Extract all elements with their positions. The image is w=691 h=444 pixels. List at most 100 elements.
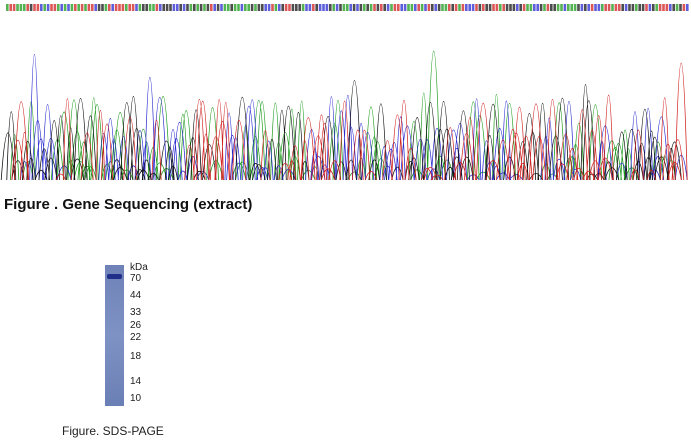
base-call bbox=[366, 4, 369, 11]
base-call bbox=[414, 4, 417, 11]
base-call bbox=[492, 4, 495, 11]
base-call bbox=[519, 4, 522, 11]
base-call bbox=[199, 4, 203, 11]
base-call bbox=[485, 4, 488, 11]
base-call bbox=[522, 4, 526, 11]
chromatogram bbox=[0, 4, 689, 181]
base-call bbox=[516, 4, 519, 11]
base-call bbox=[233, 4, 237, 11]
base-call bbox=[247, 4, 250, 11]
base-call bbox=[240, 4, 244, 11]
base-call bbox=[80, 4, 84, 11]
base-call bbox=[16, 4, 19, 11]
base-call bbox=[607, 4, 611, 11]
base-call bbox=[19, 4, 23, 11]
base-call bbox=[26, 4, 29, 11]
base-call bbox=[172, 4, 176, 11]
base-call bbox=[220, 4, 223, 11]
base-call bbox=[403, 4, 407, 11]
base-call bbox=[284, 4, 288, 11]
base-call bbox=[128, 4, 131, 11]
base-call bbox=[63, 4, 67, 11]
base-call bbox=[274, 4, 278, 11]
base-call bbox=[97, 4, 101, 11]
base-call bbox=[570, 4, 573, 11]
base-call bbox=[213, 4, 216, 11]
base-call bbox=[611, 4, 614, 11]
base-call bbox=[550, 4, 553, 11]
base-call bbox=[312, 4, 315, 11]
base-call bbox=[590, 4, 594, 11]
base-call bbox=[108, 4, 111, 11]
base-call bbox=[206, 4, 210, 11]
base-call bbox=[186, 4, 189, 11]
base-call bbox=[594, 4, 597, 11]
base-call bbox=[298, 4, 301, 11]
marker-label: 14 bbox=[130, 376, 142, 387]
base-call bbox=[230, 4, 233, 11]
base-call bbox=[417, 4, 420, 11]
base-call bbox=[295, 4, 298, 11]
unit-label: kDa bbox=[130, 262, 148, 273]
base-call bbox=[624, 4, 628, 11]
base-call bbox=[560, 4, 563, 11]
sds-caption: Figure. SDS-PAGE bbox=[62, 424, 164, 438]
base-call bbox=[587, 4, 590, 11]
trace bbox=[11, 62, 688, 181]
base-call bbox=[216, 4, 220, 11]
base-call bbox=[46, 4, 50, 11]
base-call bbox=[267, 4, 271, 11]
base-call bbox=[315, 4, 318, 11]
base-call bbox=[628, 4, 631, 11]
base-call bbox=[454, 4, 458, 11]
base-call bbox=[601, 4, 604, 11]
base-call bbox=[308, 4, 312, 11]
base-call bbox=[444, 4, 448, 11]
base-call bbox=[237, 4, 240, 11]
base-call bbox=[427, 4, 431, 11]
gel-band bbox=[107, 274, 122, 279]
base-call bbox=[441, 4, 444, 11]
base-call bbox=[526, 4, 529, 11]
base-call bbox=[420, 4, 424, 11]
base-call bbox=[261, 4, 264, 11]
base-call bbox=[91, 4, 94, 11]
base-call bbox=[77, 4, 80, 11]
base-call bbox=[94, 4, 97, 11]
base-call bbox=[400, 4, 403, 11]
base-call bbox=[448, 4, 451, 11]
base-call bbox=[339, 4, 342, 11]
base-call bbox=[278, 4, 281, 11]
base-call bbox=[6, 4, 9, 11]
base-call bbox=[373, 4, 376, 11]
base-call bbox=[488, 4, 492, 11]
base-call bbox=[621, 4, 624, 11]
base-call bbox=[182, 4, 186, 11]
base-call bbox=[121, 4, 125, 11]
base-call bbox=[291, 4, 295, 11]
base-call bbox=[162, 4, 165, 11]
base-call bbox=[393, 4, 397, 11]
base-call bbox=[257, 4, 261, 11]
base-call bbox=[505, 4, 509, 11]
base-call bbox=[29, 4, 33, 11]
base-call bbox=[658, 4, 662, 11]
base-call bbox=[614, 4, 618, 11]
base-call bbox=[686, 4, 689, 11]
base-call bbox=[356, 4, 359, 11]
base-call bbox=[318, 4, 322, 11]
base-call bbox=[142, 4, 145, 11]
base-call bbox=[369, 4, 373, 11]
base-call bbox=[114, 4, 118, 11]
base-call bbox=[461, 4, 465, 11]
base-call bbox=[380, 4, 383, 11]
base-call bbox=[74, 4, 77, 11]
base-call bbox=[536, 4, 539, 11]
base-call bbox=[301, 4, 305, 11]
base-call bbox=[424, 4, 427, 11]
base-call bbox=[509, 4, 512, 11]
base-call bbox=[332, 4, 335, 11]
base-call bbox=[679, 4, 682, 11]
base-call bbox=[118, 4, 121, 11]
base-call bbox=[407, 4, 410, 11]
